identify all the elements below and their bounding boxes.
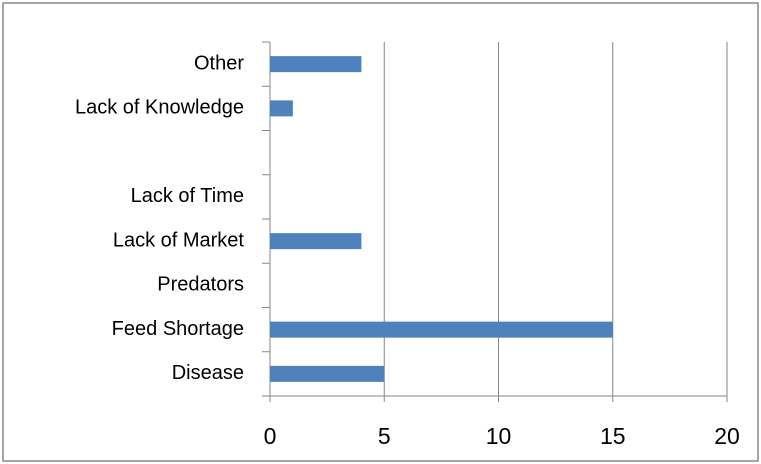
x-tick-label: 10 bbox=[486, 423, 512, 449]
bar bbox=[270, 56, 362, 73]
x-tick-label: 0 bbox=[264, 423, 277, 449]
y-tick-label: Predators bbox=[157, 274, 244, 296]
bar bbox=[270, 365, 385, 382]
y-tick-label: Other bbox=[194, 52, 244, 74]
x-tick-label: 15 bbox=[600, 423, 626, 449]
x-tick-label: 5 bbox=[378, 423, 391, 449]
y-tick-label: Lack of Time bbox=[131, 185, 244, 207]
bar bbox=[270, 100, 293, 117]
y-tick-label: Lack of Market bbox=[113, 229, 245, 251]
bar bbox=[270, 233, 362, 250]
y-tick-label: Lack of Knowledge bbox=[75, 97, 244, 119]
y-tick-label: Disease bbox=[172, 362, 244, 384]
bar bbox=[270, 321, 613, 338]
y-tick-label: Feed Shortage bbox=[112, 318, 244, 340]
x-tick-label: 20 bbox=[714, 423, 740, 449]
